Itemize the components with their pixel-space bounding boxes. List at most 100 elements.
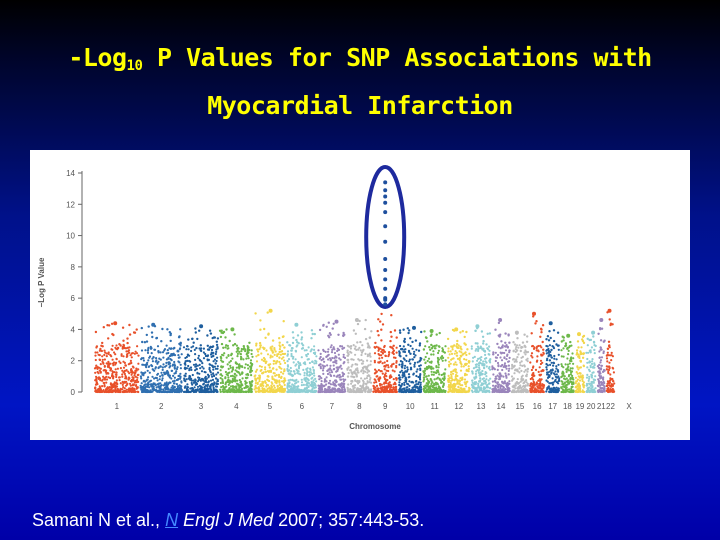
snp-point	[373, 378, 376, 381]
snp-point	[180, 389, 183, 392]
snp-point	[273, 347, 276, 350]
snp-point	[525, 381, 528, 384]
snp-point	[137, 380, 140, 383]
snp-point	[368, 374, 371, 378]
snp-point	[453, 386, 456, 389]
snp-point	[536, 359, 539, 362]
snp-point	[562, 339, 565, 342]
snp-point	[411, 358, 414, 361]
snp-point	[95, 379, 98, 382]
snp-point	[598, 350, 601, 353]
snp-point	[477, 357, 480, 360]
snp-point	[443, 377, 446, 380]
snp-point	[462, 365, 465, 368]
snp-point	[361, 362, 364, 365]
snp-point	[147, 376, 150, 379]
snp-point	[562, 366, 565, 369]
snp-point	[99, 367, 102, 370]
snp-point	[261, 380, 264, 383]
snp-point	[279, 362, 282, 366]
snp-point	[197, 378, 200, 381]
snp-point	[231, 367, 235, 371]
snp-point	[270, 388, 273, 391]
snp-point	[460, 351, 463, 354]
snp-point	[258, 365, 261, 368]
snp-point	[347, 375, 350, 378]
snp-point	[578, 356, 581, 360]
snp-point	[258, 376, 261, 379]
snp-point	[435, 377, 438, 380]
snp-point	[598, 374, 601, 377]
snp-point	[200, 360, 203, 363]
snp-point	[394, 383, 397, 386]
snp-point	[448, 360, 451, 363]
snp-point	[514, 384, 517, 387]
snp-point	[400, 369, 403, 372]
snp-point	[506, 384, 509, 387]
snp-point	[259, 383, 262, 386]
snp-point	[158, 357, 161, 360]
snp-point	[395, 361, 398, 364]
snp-point	[248, 387, 252, 390]
snp-point	[411, 340, 414, 344]
snp-point	[292, 355, 295, 359]
snp-point	[526, 335, 529, 338]
snp-point	[303, 371, 306, 374]
snp-point	[437, 385, 440, 388]
snp-point	[288, 372, 291, 375]
snp-point	[313, 362, 316, 365]
snp-point	[398, 350, 401, 353]
snp-point	[377, 334, 380, 337]
snp-point	[271, 367, 274, 370]
snp-point	[187, 348, 190, 351]
snp-point	[473, 382, 477, 386]
snp-point	[248, 341, 251, 344]
snp-point	[179, 367, 182, 370]
snp-point	[105, 381, 108, 384]
snp-point	[283, 377, 286, 380]
snp-point	[193, 386, 196, 389]
snp-point	[156, 362, 159, 365]
snp-point	[529, 377, 532, 381]
snp-point	[399, 378, 402, 381]
snp-point	[322, 372, 325, 375]
snp-point	[588, 370, 591, 373]
snp-point	[501, 368, 504, 372]
snp-point	[538, 366, 541, 369]
snp-point	[457, 390, 460, 394]
snp-point	[496, 361, 500, 365]
snp-point	[549, 354, 553, 357]
snp-peak-point	[475, 324, 480, 329]
snp-point	[329, 390, 332, 393]
snp-point	[526, 368, 529, 371]
snp-point	[409, 344, 412, 348]
snp-point	[300, 378, 303, 381]
snp-point	[190, 349, 193, 353]
snp-point	[533, 381, 536, 384]
snp-point	[477, 371, 480, 374]
snp-point	[552, 381, 555, 384]
snp-point	[508, 382, 511, 385]
snp-point	[418, 376, 421, 379]
snp-point	[569, 380, 572, 383]
snp-point	[474, 389, 477, 392]
snp-point	[198, 363, 201, 366]
snp-point	[372, 385, 375, 388]
snp-point	[270, 347, 273, 351]
snp-point	[399, 385, 402, 388]
snp-point	[599, 359, 603, 362]
snp-point	[407, 343, 410, 346]
snp-point	[453, 352, 456, 355]
snp-point	[221, 379, 224, 382]
snp-point	[325, 383, 328, 386]
snp-point	[418, 342, 422, 345]
snp-point	[482, 342, 485, 345]
snp-point	[554, 370, 557, 373]
snp-point	[303, 374, 306, 377]
snp-point	[297, 385, 300, 388]
snp-point	[514, 387, 517, 390]
snp-point	[157, 360, 160, 363]
snp-point	[97, 388, 100, 392]
snp-point	[325, 380, 328, 383]
snp-point	[416, 361, 419, 364]
